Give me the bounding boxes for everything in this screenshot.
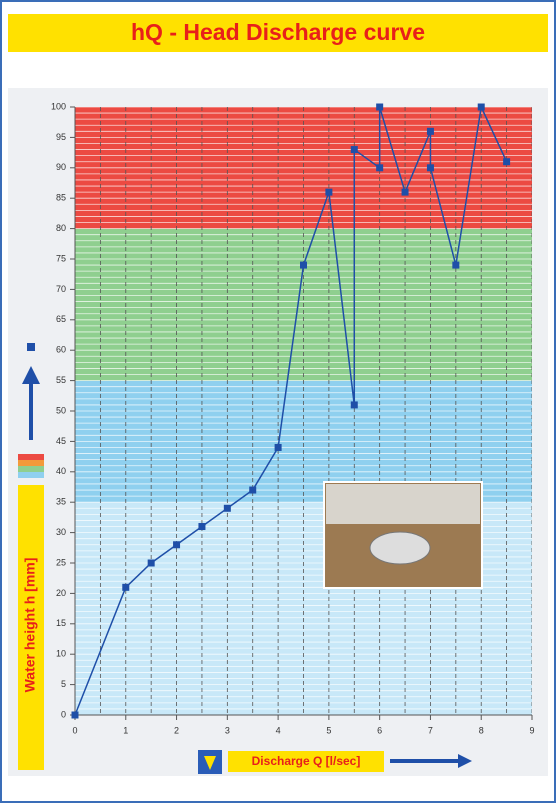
y-tick-label: 70	[56, 284, 66, 294]
ticks: 0510152025303540455055606570758085909510…	[51, 101, 535, 735]
arrow-right-head	[458, 754, 472, 768]
photo-drain	[369, 531, 431, 565]
x-tick-label: 8	[479, 725, 484, 735]
data-point	[452, 261, 460, 269]
data-point	[350, 401, 358, 409]
data-point	[173, 541, 181, 549]
data-point	[503, 158, 511, 166]
x-tick-label: 0	[72, 725, 77, 735]
y-tick-label: 80	[56, 223, 66, 233]
y-axis-label: Water height h [mm]	[22, 558, 38, 693]
photo-wall	[326, 484, 480, 524]
legend-blue	[18, 472, 44, 478]
data-point	[198, 523, 206, 531]
legend-marker	[27, 343, 35, 351]
data-point	[71, 711, 79, 719]
legend-orange	[18, 460, 44, 466]
data-point	[350, 146, 358, 154]
y-tick-label: 25	[56, 557, 66, 567]
y-tick-label: 85	[56, 193, 66, 203]
data-point	[426, 127, 434, 135]
data-point	[376, 164, 384, 172]
arrow-head	[22, 366, 40, 384]
down-arrow	[204, 756, 216, 770]
x-tick-label: 1	[123, 725, 128, 735]
data-point	[426, 164, 434, 172]
y-tick-label: 100	[51, 101, 66, 111]
y-tick-label: 45	[56, 436, 66, 446]
y-tick-label: 90	[56, 162, 66, 172]
y-tick-label: 65	[56, 314, 66, 324]
y-tick-label: 30	[56, 527, 66, 537]
y-tick-label: 10	[56, 649, 66, 659]
x-tick-label: 7	[428, 725, 433, 735]
y-tick-label: 20	[56, 588, 66, 598]
x-tick-label: 6	[377, 725, 382, 735]
y-label-box	[18, 485, 44, 770]
data-point	[325, 188, 333, 196]
y-tick-label: 55	[56, 375, 66, 385]
x-tick-label: 4	[276, 725, 281, 735]
x-axis-label: Discharge Q [l/sec]	[252, 754, 361, 768]
data-point	[249, 486, 257, 494]
title-bar	[8, 14, 548, 52]
y-tick-label: 35	[56, 497, 66, 507]
y-tick-label: 75	[56, 253, 66, 263]
data-line	[75, 107, 508, 715]
plot	[75, 107, 532, 715]
data-point	[300, 261, 307, 269]
y-tick-label: 5	[61, 679, 66, 689]
legend-red	[18, 454, 44, 460]
legend-green	[18, 466, 44, 472]
chart-title: hQ - Head Discharge curve	[131, 19, 425, 45]
x-tick-label: 5	[326, 725, 331, 735]
data-point	[376, 103, 384, 111]
data-point	[401, 188, 409, 196]
y-tick-label: 15	[56, 618, 66, 628]
data-point	[477, 103, 485, 111]
x-tick-label: 3	[225, 725, 230, 735]
data-point	[147, 559, 155, 567]
data-point	[122, 583, 130, 591]
y-tick-label: 95	[56, 132, 66, 142]
y-tick-label: 60	[56, 345, 66, 355]
x-label-box	[228, 751, 384, 772]
data-point	[223, 504, 231, 512]
x-tick-label: 2	[174, 725, 179, 735]
y-tick-label: 40	[56, 466, 66, 476]
data-point	[274, 443, 282, 451]
x-tick-label: 9	[529, 725, 534, 735]
y-tick-label: 0	[61, 709, 66, 719]
y-tick-label: 50	[56, 405, 66, 415]
